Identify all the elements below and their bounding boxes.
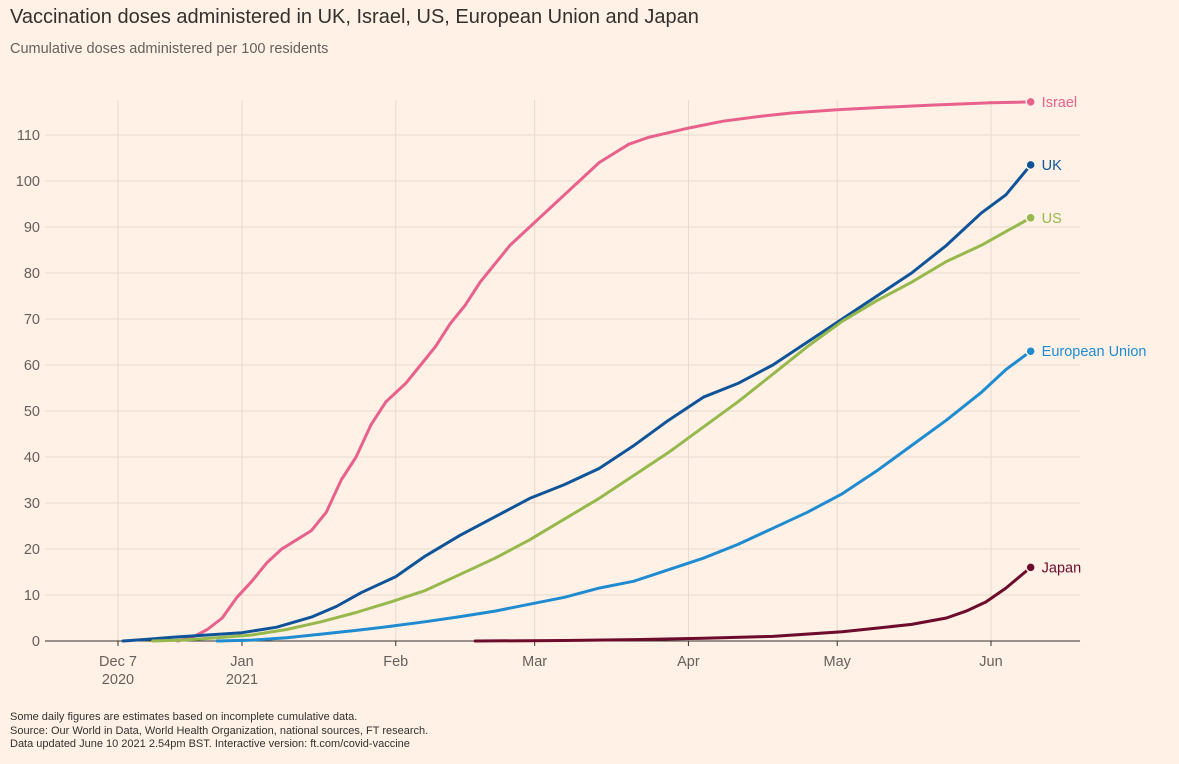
series-label-uk: UK — [1042, 158, 1062, 174]
y-tick-label: 100 — [16, 174, 40, 190]
series-line-japan — [473, 565, 1033, 643]
x-tick-label: Feb — [383, 654, 408, 670]
footer-updated: Data updated June 10 2021 2.54pm BST. In… — [10, 738, 410, 750]
series-label-israel: Israel — [1042, 95, 1077, 111]
series-line-us — [151, 216, 1033, 643]
label-layer: Dec 7 2020 Jan 2021 Feb Mar Apr May Jun 0 10 20 30 40… — [16, 95, 1147, 688]
series-label-us: US — [1042, 211, 1062, 227]
y-tick-label: 70 — [24, 312, 40, 328]
series-line-european-union — [215, 349, 1033, 643]
series-end-marker-israel — [1025, 96, 1036, 108]
series-end-marker-japan — [1025, 562, 1036, 573]
x-tick-label: May — [824, 654, 852, 670]
x-tick-label: Mar — [522, 654, 547, 670]
line-chart: Dec 7 2020 Jan 2021 Feb Mar Apr May Jun 0 10 20 30 40… — [16, 95, 1147, 688]
y-tick-label: 40 — [24, 450, 40, 466]
y-tick-label: 0 — [32, 634, 40, 650]
series-end-marker-us — [1025, 212, 1036, 224]
y-tick-label: 110 — [17, 128, 40, 144]
grid-layer — [45, 100, 1080, 646]
x-tick-label: Jun — [979, 654, 1002, 670]
x-tick-sublabel: 2021 — [226, 672, 258, 688]
y-tick-label: 80 — [24, 266, 40, 282]
x-tick-label: Jan — [230, 654, 253, 670]
y-tick-label: 20 — [24, 542, 40, 558]
y-tick-label: 50 — [24, 404, 40, 420]
y-tick-label: 30 — [24, 496, 40, 512]
series-layer — [121, 96, 1036, 643]
y-tick-label: 60 — [24, 358, 40, 374]
y-tick-label: 90 — [24, 220, 40, 236]
x-tick-label: Dec 7 — [99, 654, 137, 670]
chart-subtitle: Cumulative doses administered per 100 re… — [10, 41, 329, 57]
series-end-marker-uk — [1025, 159, 1036, 171]
y-tick-label: 10 — [24, 588, 40, 604]
chart-footer: Some daily figures are estimates based o… — [10, 711, 428, 752]
chart-title: Vaccination doses administered in UK, Is… — [10, 6, 699, 28]
series-line-uk — [121, 163, 1033, 643]
series-label-japan: Japan — [1042, 560, 1082, 576]
series-end-marker-european-union — [1025, 345, 1036, 357]
x-tick-sublabel: 2020 — [102, 672, 134, 688]
x-tick-label: Apr — [677, 654, 700, 670]
series-line-israel — [176, 100, 1033, 643]
footer-note: Some daily figures are estimates based o… — [10, 711, 358, 723]
footer-source: Source: Our World in Data, World Health … — [10, 724, 429, 737]
series-label-european-union: European Union — [1042, 344, 1147, 360]
